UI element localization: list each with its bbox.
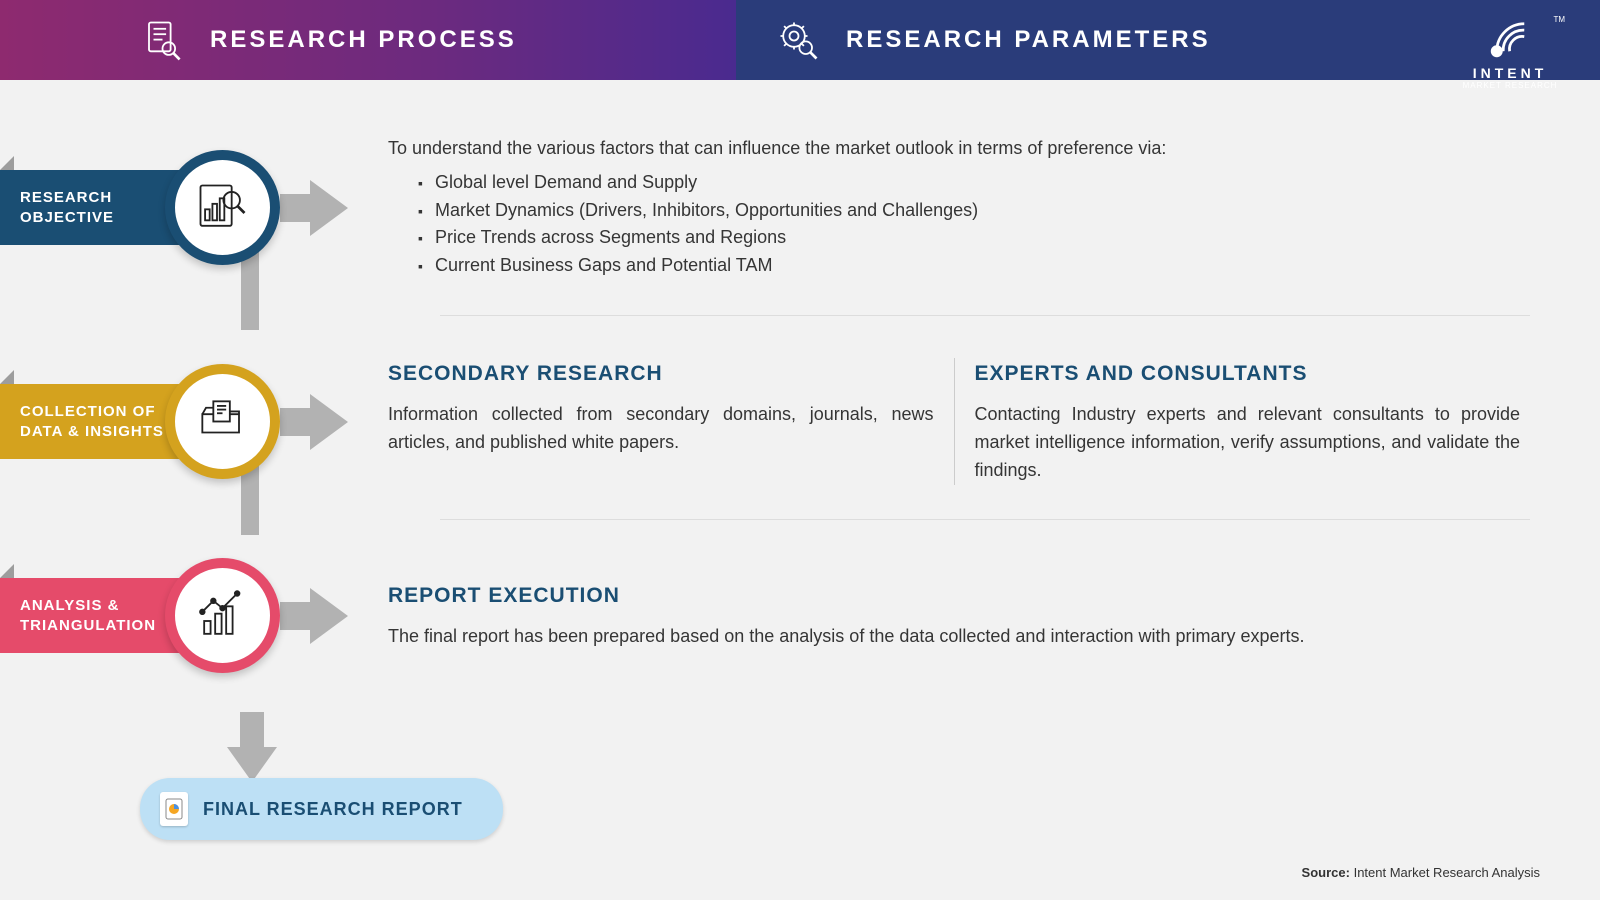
- col-secondary-research: SECONDARY RESEARCH Information collected…: [388, 358, 934, 484]
- bullet: Price Trends across Segments and Regions: [418, 224, 1520, 252]
- col-text: Information collected from secondary dom…: [388, 401, 934, 457]
- logo: INTENT MARKET RESEARCH TM: [1460, 10, 1560, 70]
- badge-research-objective: [165, 150, 280, 265]
- header-left-title: RESEARCH PROCESS: [210, 26, 517, 54]
- bullet: Current Business Gaps and Potential TAM: [418, 252, 1520, 280]
- bullet: Global level Demand and Supply: [418, 169, 1520, 197]
- source-label: Source:: [1302, 865, 1350, 880]
- ribbon-analysis: ANALYSIS & TRIANGULATION: [0, 578, 190, 653]
- col-experts: EXPERTS AND CONSULTANTS Contacting Indus…: [975, 358, 1521, 484]
- arrow-right-3: [310, 588, 348, 644]
- separator-1: [440, 315, 1530, 316]
- document-search-icon: [140, 18, 185, 63]
- col-title: SECONDARY RESEARCH: [388, 358, 934, 391]
- report-search-icon: [195, 180, 250, 235]
- header-left: RESEARCH PROCESS: [0, 0, 736, 80]
- chart-growth-icon: [195, 588, 250, 643]
- arrow-right-1: [310, 180, 348, 236]
- column-divider: [954, 358, 955, 484]
- stage-research-objective: RESEARCH OBJECTIVE To understand the var…: [0, 110, 1540, 305]
- stage-intro: To understand the various factors that c…: [388, 135, 1520, 163]
- folder-doc-icon: [195, 394, 250, 449]
- col-title: EXPERTS AND CONSULTANTS: [975, 358, 1521, 391]
- stage-label: ANALYSIS & TRIANGULATION: [20, 597, 156, 634]
- document-icon: [160, 792, 188, 826]
- final-label: FINAL RESEARCH REPORT: [203, 799, 463, 820]
- ribbon-research-objective: RESEARCH OBJECTIVE: [0, 170, 190, 245]
- badge-analysis: [165, 558, 280, 673]
- detail-analysis: REPORT EXECUTION The final report has be…: [348, 580, 1540, 650]
- detail-collection: SECONDARY RESEARCH Information collected…: [348, 358, 1540, 484]
- arrow-down: [227, 747, 277, 782]
- stage-label: COLLECTION OF DATA & INSIGHTS: [20, 403, 164, 440]
- stage-label: RESEARCH OBJECTIVE: [20, 189, 114, 226]
- logo-tm: TM: [1553, 15, 1565, 24]
- badge-collection: [165, 364, 280, 479]
- col-text: The final report has been prepared based…: [388, 623, 1520, 651]
- logo-text: INTENT: [1460, 65, 1560, 81]
- col-title: REPORT EXECUTION: [388, 580, 1520, 613]
- arrow-right-2: [310, 394, 348, 450]
- stage-collection: COLLECTION OF DATA & INSIGHTS SECONDARY …: [0, 334, 1540, 509]
- separator-2: [440, 519, 1530, 520]
- gear-search-icon: [776, 18, 821, 63]
- detail-research-objective: To understand the various factors that c…: [348, 135, 1540, 280]
- ribbon-collection: COLLECTION OF DATA & INSIGHTS: [0, 384, 190, 459]
- source-text: Intent Market Research Analysis: [1354, 865, 1540, 880]
- header-right: RESEARCH PARAMETERS INTENT MARKET RESEAR…: [736, 0, 1600, 80]
- header-right-title: RESEARCH PARAMETERS: [846, 26, 1211, 54]
- final-report: FINAL RESEARCH REPORT: [140, 778, 503, 840]
- col-text: Contacting Industry experts and relevant…: [975, 401, 1521, 485]
- stage-bullets: Global level Demand and Supply Market Dy…: [388, 169, 1520, 281]
- header: RESEARCH PROCESS RESEARCH PARAMETERS INT…: [0, 0, 1600, 80]
- bullet: Market Dynamics (Drivers, Inhibitors, Op…: [418, 197, 1520, 225]
- logo-arcs-icon: [1483, 10, 1538, 65]
- source-attribution: Source: Intent Market Research Analysis: [1302, 865, 1540, 880]
- content: RESEARCH OBJECTIVE To understand the var…: [0, 80, 1600, 900]
- stage-analysis: ANALYSIS & TRIANGULATION REPORT EXECUTIO…: [0, 538, 1540, 693]
